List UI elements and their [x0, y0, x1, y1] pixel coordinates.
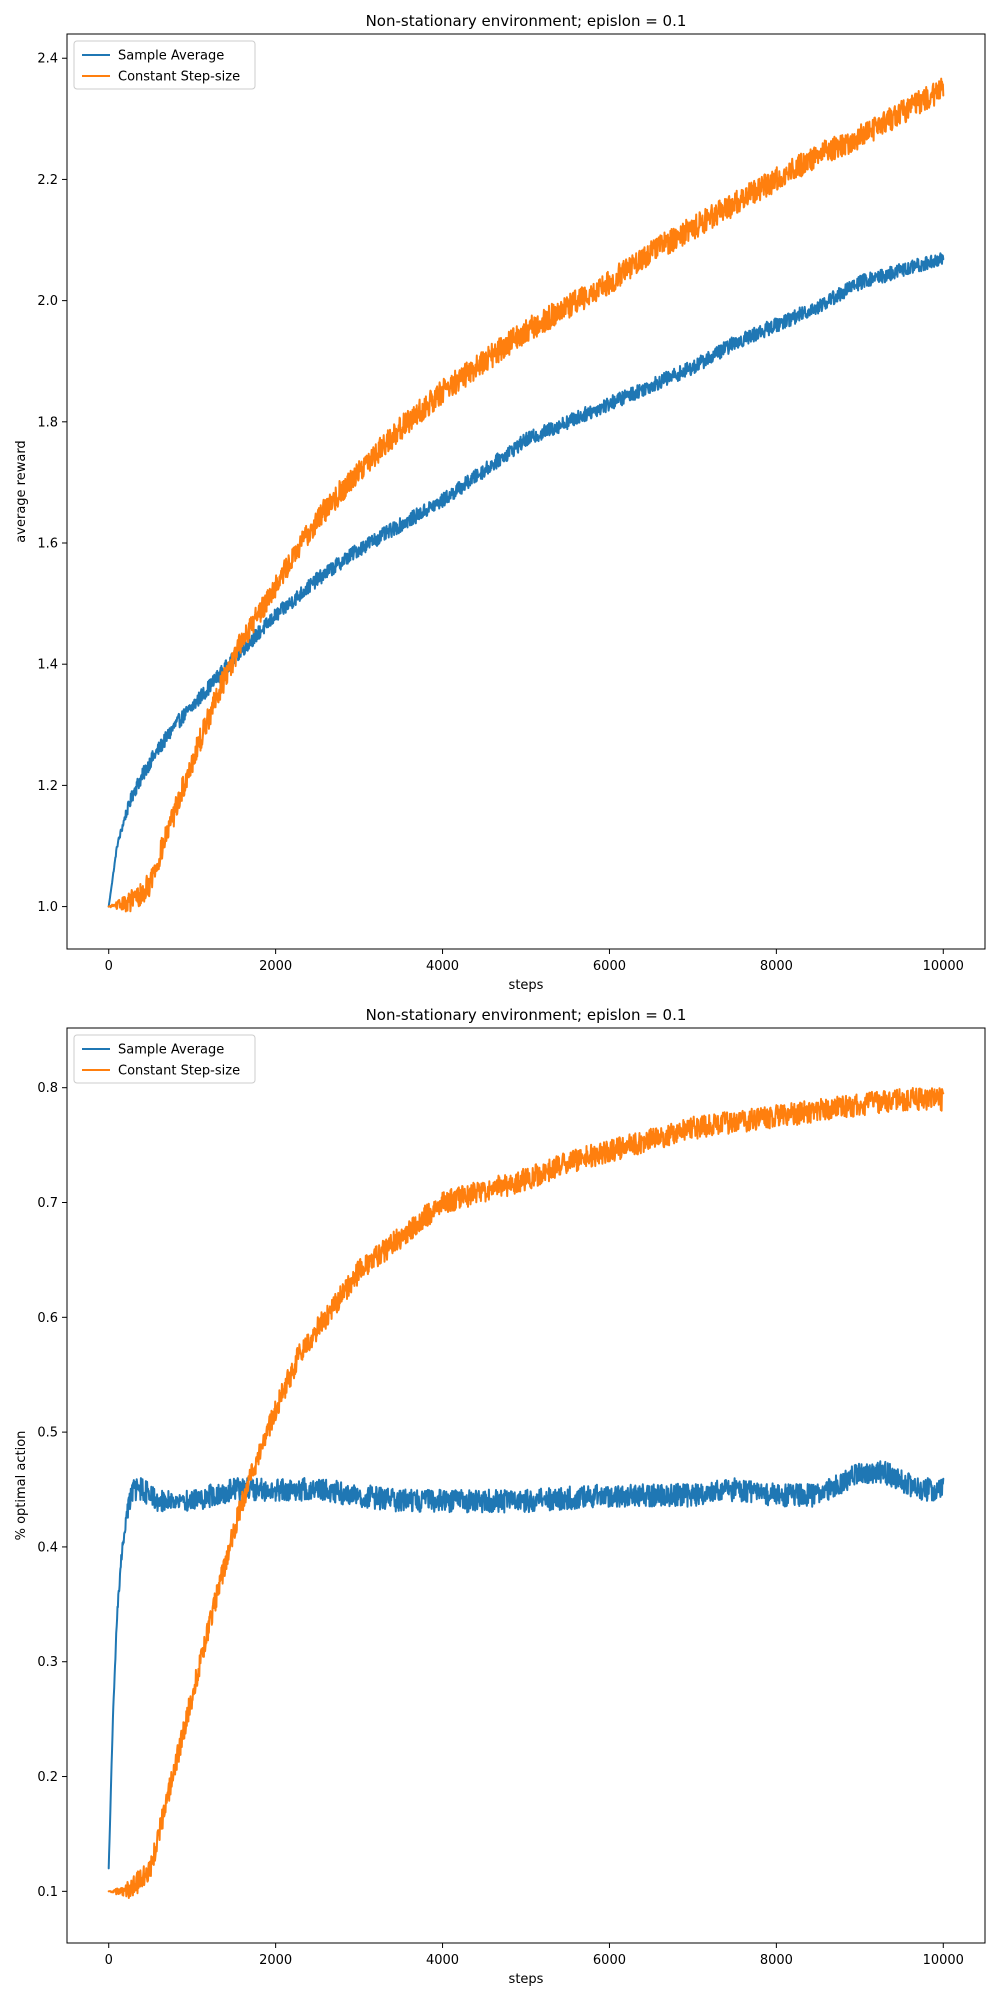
chart-2-title: Non-stationary environment; epislon = 0.… [366, 1006, 687, 1024]
chart-1-y-tick-label: 1.6 [37, 537, 58, 552]
chart-2-axes-frame [66, 1027, 986, 1944]
chart-1-x-tick-label: 0 [105, 959, 113, 974]
chart-1-y-tick-label: 1.8 [37, 415, 58, 430]
chart-2-series-line-2 [107, 1087, 945, 1899]
chart-2-x-tick-label: 6000 [593, 1953, 626, 1968]
chart-2-x-tick-label: 8000 [760, 1953, 793, 1968]
chart-1-y-tick-label: 2.0 [37, 294, 58, 309]
chart-2-x-tick-label: 4000 [426, 1953, 459, 1968]
chart-1-series-line-1 [107, 252, 945, 908]
chart-1-axes-frame [66, 33, 986, 950]
chart-1-x-axis-label: steps [509, 978, 544, 993]
chart-2-x-tick-label: 10000 [923, 1953, 964, 1968]
chart-1-y-tick-label: 2.4 [37, 52, 58, 67]
chart-1-x-tick-label: 2000 [259, 959, 292, 974]
chart-1-y-axis-label: average reward [14, 440, 29, 542]
chart-2-y-tick-label: 0.3 [37, 1655, 58, 1670]
chart-2-legend-label-2: Constant Step-size [118, 1064, 240, 1079]
chart-2-x-tick-label: 2000 [259, 1953, 292, 1968]
chart-2-x-axis-label: steps [509, 1972, 544, 1987]
chart-1-series-line-2 [107, 77, 945, 913]
chart-2-y-tick-label: 0.8 [37, 1081, 58, 1096]
chart-2-y-tick-label: 0.6 [37, 1311, 58, 1326]
chart-2-y-tick-label: 0.4 [37, 1540, 58, 1555]
chart-2-y-tick-label: 0.7 [37, 1196, 58, 1211]
chart-1-legend [73, 40, 256, 90]
chart-2-y-tick-label: 0.1 [37, 1885, 58, 1900]
chart-1-y-tick-label: 2.2 [37, 173, 58, 188]
chart-1-y-tick-label: 1.4 [37, 658, 58, 673]
chart-1-y-tick-label: 1.2 [37, 779, 58, 794]
chart-1-x-tick-label: 4000 [426, 959, 459, 974]
chart-2-y-tick-label: 0.5 [37, 1426, 58, 1441]
chart-2-x-tick-label: 0 [105, 1953, 113, 1968]
chart-2-legend [73, 1034, 256, 1084]
chart-1-y-tick-label: 1.0 [37, 900, 58, 915]
chart-1-legend-label-1: Sample Average [118, 49, 224, 64]
chart-2-legend-label-1: Sample Average [118, 1043, 224, 1058]
chart-1-legend-label-2: Constant Step-size [118, 70, 240, 85]
chart-1-x-tick-label: 6000 [593, 959, 626, 974]
chart-2-y-axis-label: % optimal action [14, 1431, 29, 1541]
chart-1-title: Non-stationary environment; epislon = 0.… [366, 12, 687, 30]
chart-1-x-tick-label: 10000 [923, 959, 964, 974]
chart-2-series-line-1 [107, 1460, 945, 1870]
chart-2-y-tick-label: 0.2 [37, 1770, 58, 1785]
chart-1-x-tick-label: 8000 [760, 959, 793, 974]
